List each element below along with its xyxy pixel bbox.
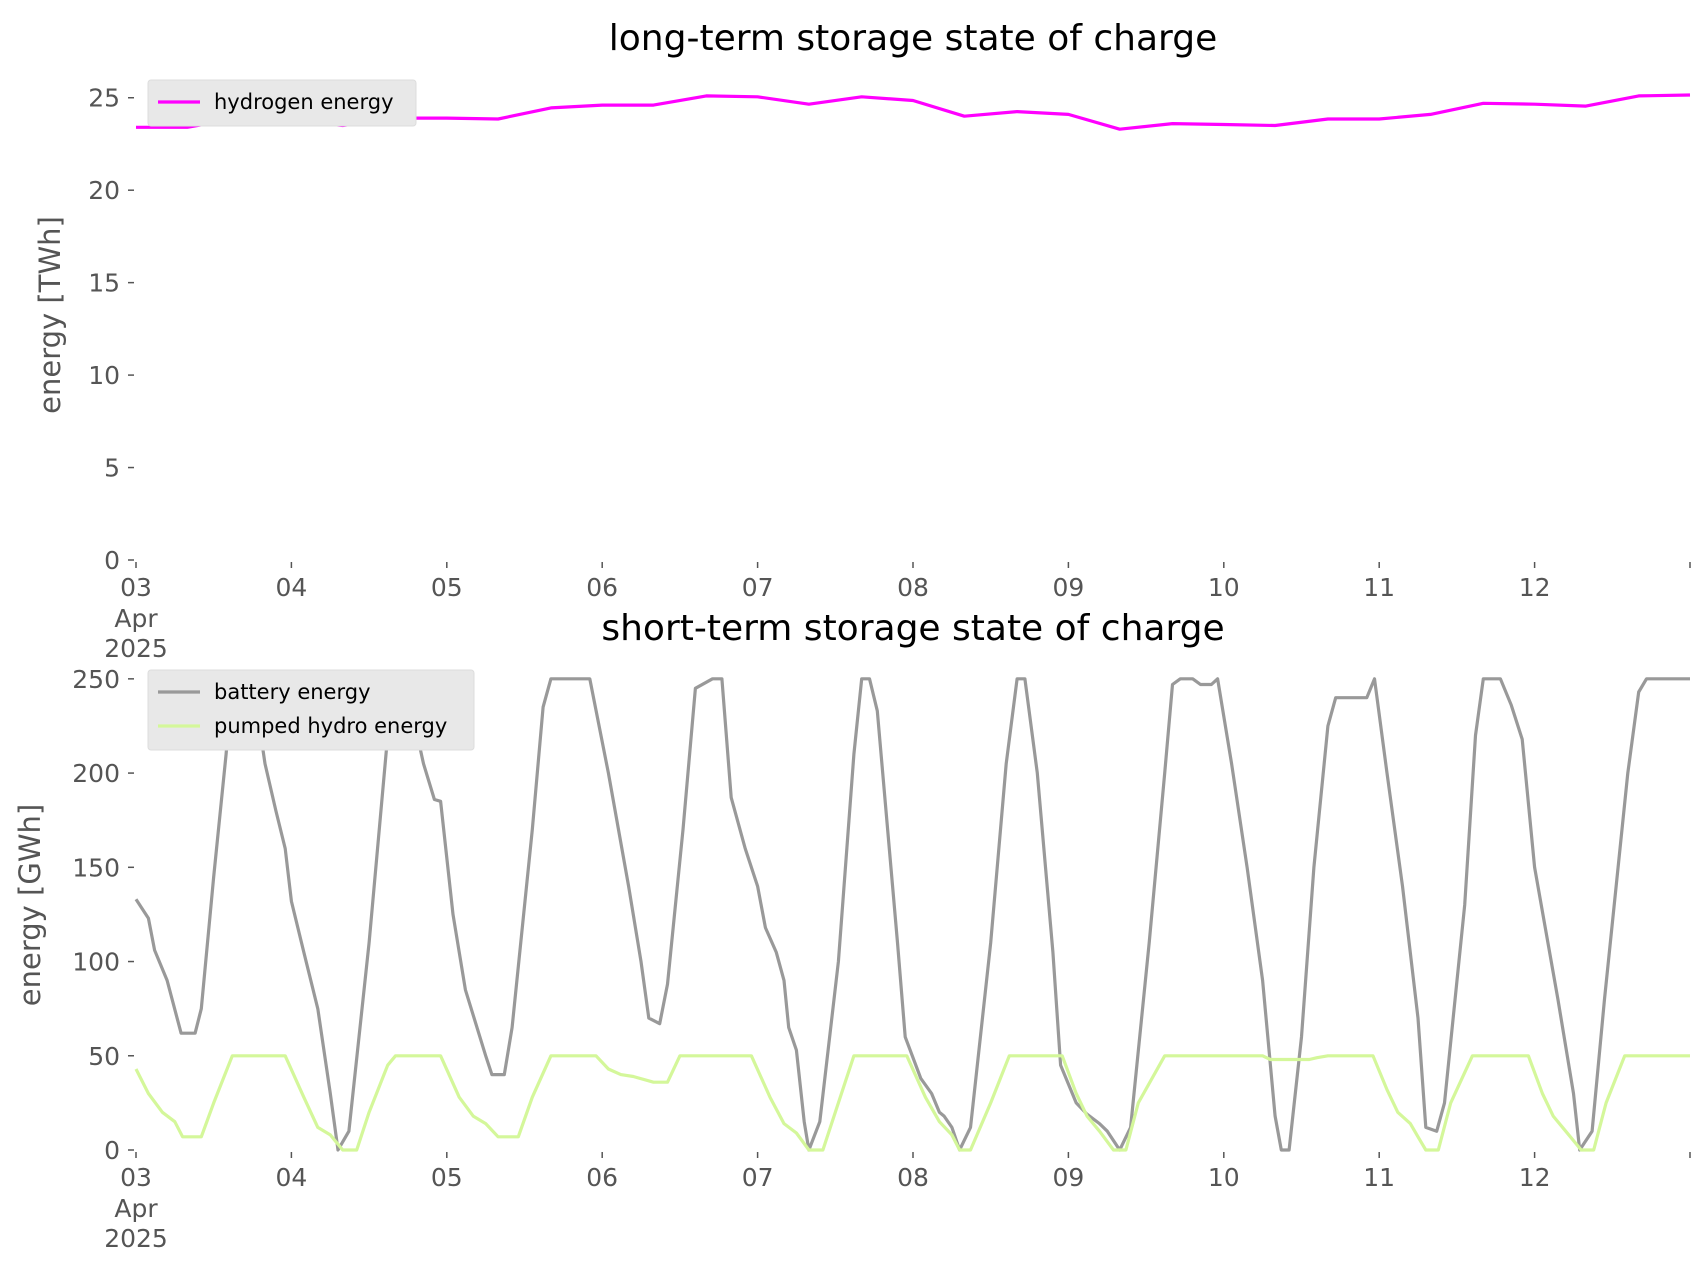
x-tick-label: 04 [275, 1163, 307, 1192]
legend [147, 669, 475, 751]
x-tick-label: 11 [1363, 1163, 1395, 1192]
x-tick-label: 07 [742, 1163, 774, 1192]
legend-entry: hydrogen energy [214, 90, 394, 114]
x-tick-label: 09 [1052, 1163, 1084, 1192]
x-tick-label: 05 [431, 573, 463, 602]
x-tick-label: 06 [586, 573, 618, 602]
x-tick-label: 10 [1208, 573, 1240, 602]
y-tick-label: 25 [88, 84, 120, 113]
x-tick-label: 12 [1519, 1163, 1551, 1192]
x-tick-year: 2025 [104, 634, 168, 663]
x-tick-month: Apr [114, 1194, 158, 1223]
y-tick-label: 0 [104, 1136, 120, 1165]
long-term-storage-panel: long-term storage state of charge energy … [33, 18, 1691, 663]
x-tick-label: 08 [897, 1163, 929, 1192]
x-tick-label: 03 [120, 573, 152, 602]
x-tick-label: 04 [275, 573, 307, 602]
y-tick-label: 0 [104, 546, 120, 575]
y-tick-label: 50 [88, 1042, 120, 1071]
y-tick-label: 200 [72, 759, 120, 788]
y-tick-label: 5 [104, 454, 120, 483]
y-tick-label: 15 [88, 269, 120, 298]
x-tick-month: Apr [114, 604, 158, 633]
y-axis-label: energy [TWh] [33, 216, 67, 414]
x-tick-label: 05 [431, 1163, 463, 1192]
x-tick-label: 03 [120, 1163, 152, 1192]
y-axis-label: energy [GWh] [13, 804, 47, 1006]
y-tick-label: 250 [72, 665, 120, 694]
chart-title: short-term storage state of charge [601, 608, 1224, 649]
x-tick-label: 09 [1052, 573, 1084, 602]
x-tick-year: 2025 [104, 1224, 168, 1253]
short-term-storage-panel: short-term storage state of charge energy… [13, 608, 1691, 1253]
legend-entry: pumped hydro energy [214, 714, 447, 738]
x-tick-label: 10 [1208, 1163, 1240, 1192]
legend [147, 79, 417, 127]
x-tick-label: 08 [897, 573, 929, 602]
y-tick-label: 150 [72, 853, 120, 882]
x-tick-label: 12 [1519, 573, 1551, 602]
chart-title: long-term storage state of charge [609, 18, 1217, 59]
x-tick-label: 11 [1363, 573, 1395, 602]
y-tick-label: 10 [88, 361, 120, 390]
y-tick-label: 100 [72, 948, 120, 977]
x-tick-label: 06 [586, 1163, 618, 1192]
x-tick-label: 07 [742, 573, 774, 602]
legend-entry: battery energy [214, 680, 371, 704]
y-tick-label: 20 [88, 176, 120, 205]
series-line-pumped-hydro-energy [134, 1054, 1690, 1152]
